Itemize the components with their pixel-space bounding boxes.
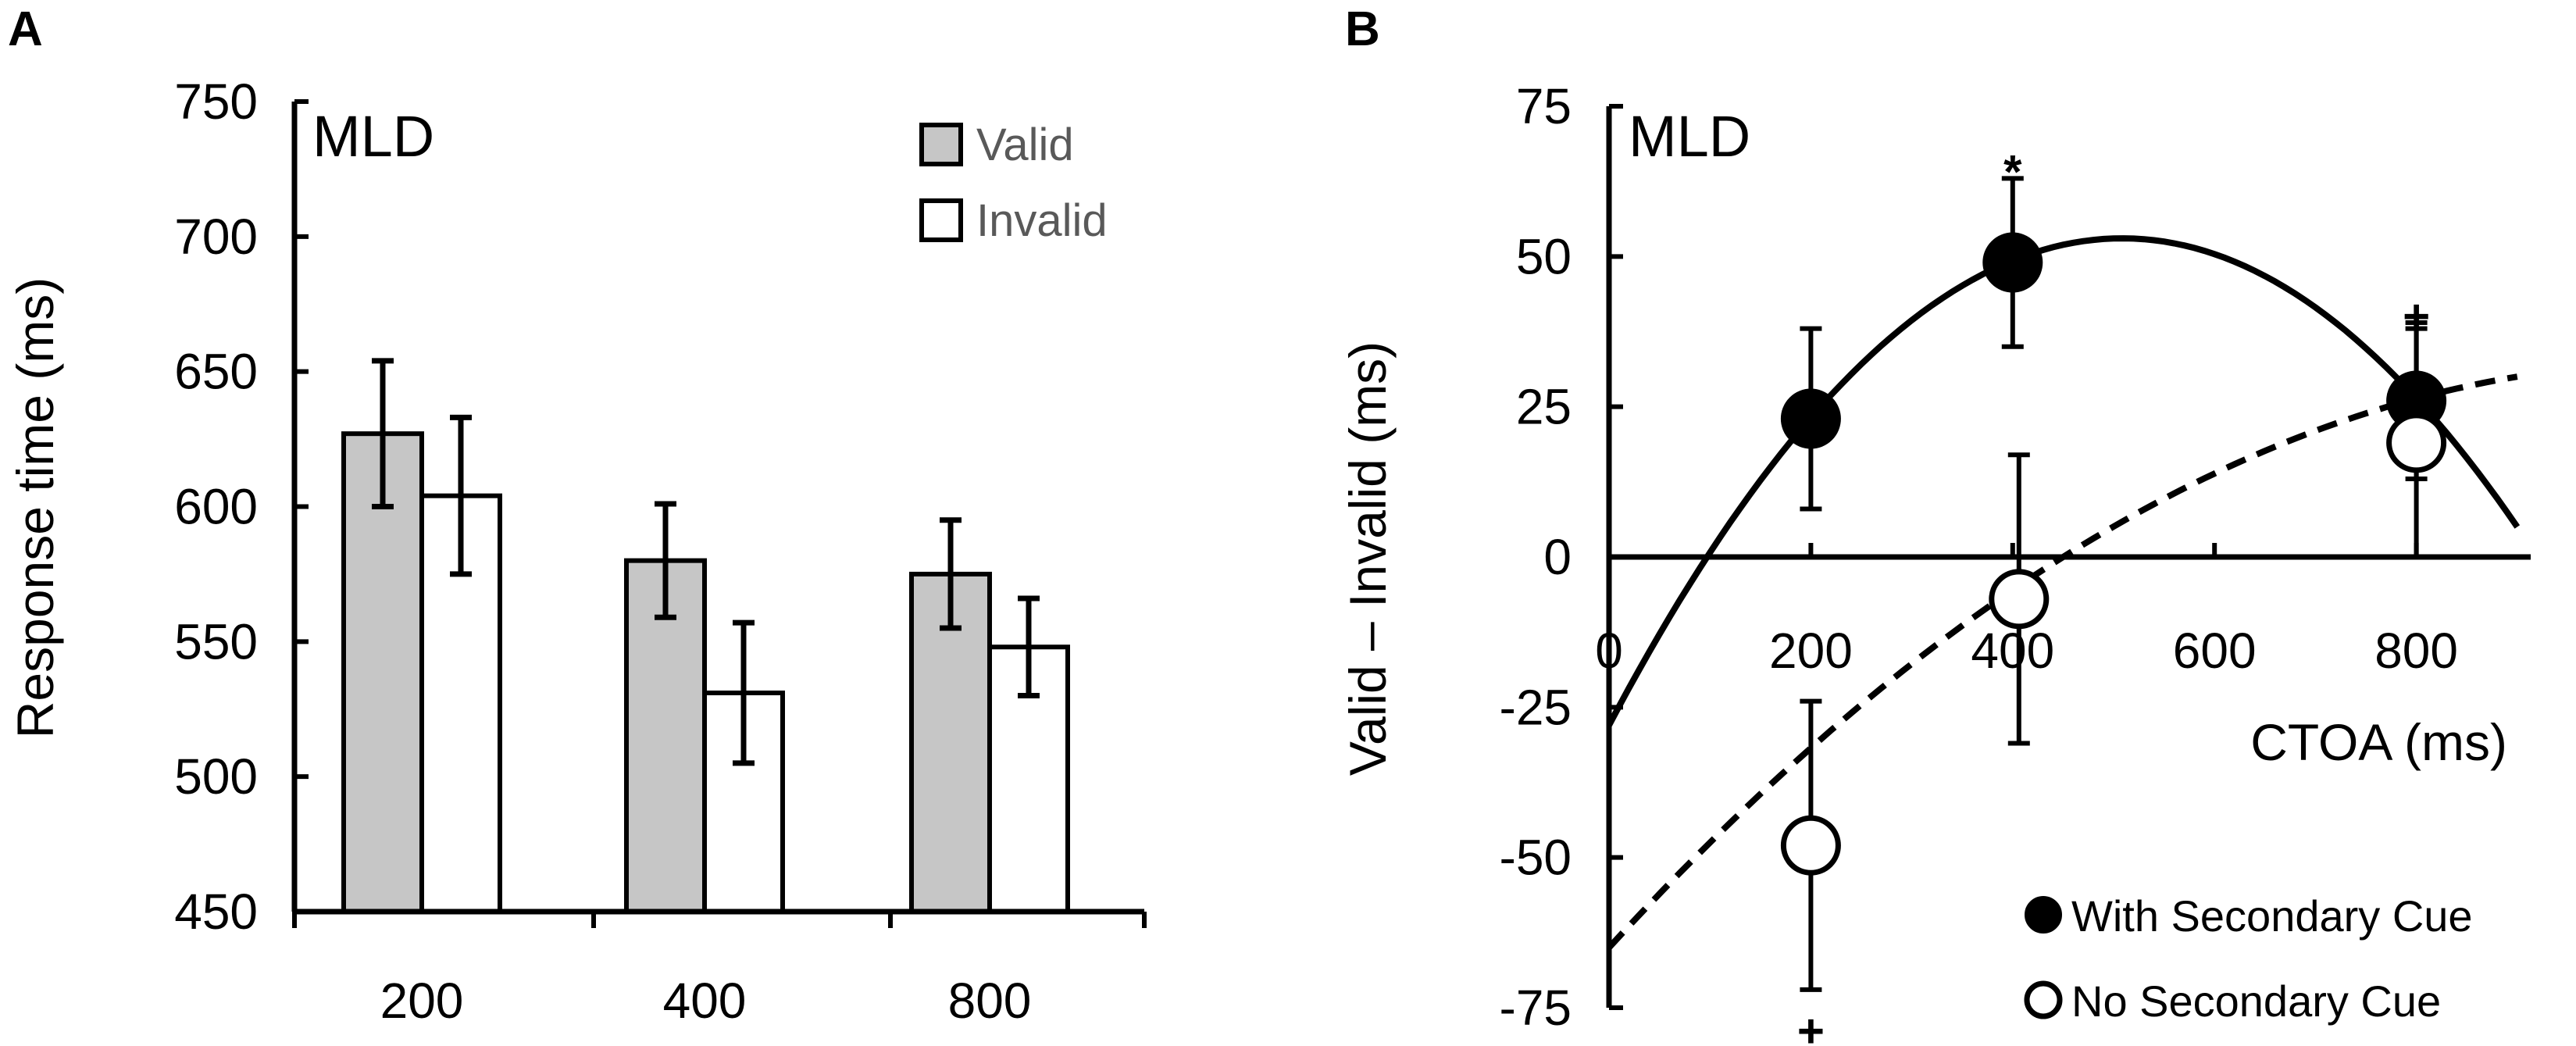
y-ticks: 75 50 25 0 -25 -50 -75 <box>1500 78 1623 1036</box>
y-tick-label: 50 <box>1516 228 1572 284</box>
point-no-cue-400 <box>1989 569 2050 630</box>
legend-swatch-invalid <box>919 198 963 242</box>
x-ticks: 0 200 400 600 800 <box>1595 543 2458 679</box>
x-ticks: 200 400 800 <box>292 912 1147 1029</box>
y-tick-label: 75 <box>1516 78 1572 134</box>
point-with-cue-400 <box>1982 232 2043 293</box>
data-points <box>1780 176 2447 992</box>
y-tick-label: 0 <box>1543 529 1572 585</box>
panel-a-corner-label: MLD <box>312 104 434 169</box>
point-with-cue-200 <box>1780 388 1841 449</box>
y-tick-label: 500 <box>174 748 258 805</box>
significance-mark: * <box>2003 146 2022 198</box>
y-ticks: 450 500 550 600 650 700 750 <box>174 73 309 940</box>
legend: With Secondary Cue No Secondary Cue <box>2024 891 2473 1026</box>
x-tick-label: 600 <box>2173 623 2257 679</box>
x-axis-title: CTOA (ms) <box>2250 713 2507 771</box>
y-axis-title: Valid – Invalid (ms) <box>1339 341 1397 776</box>
legend-swatch-valid <box>919 123 963 166</box>
panel-a-letter: A <box>8 2 43 56</box>
legend-marker-with-cue <box>2025 896 2062 934</box>
x-tick-label: 200 <box>1769 623 1853 679</box>
y-tick-label: 750 <box>174 73 258 130</box>
x-tick-label: 800 <box>2374 623 2458 679</box>
panel-a-bar-chart: A MLD 450 500 550 600 650 700 750 200 400 800 Re… <box>6 2 1147 1029</box>
y-tick-label: 450 <box>174 884 258 940</box>
y-tick-label: -25 <box>1500 679 1572 735</box>
y-tick-label: 650 <box>174 344 258 400</box>
point-no-cue-800 <box>2386 412 2447 473</box>
x-tick-label: 0 <box>1595 623 1623 679</box>
y-axis-title: Response time (ms) <box>6 277 64 739</box>
fit-curves <box>1606 235 2521 950</box>
significance-mark: + <box>1797 1005 1825 1046</box>
panel-b-letter: B <box>1345 2 1380 56</box>
legend-label-no-cue: No Secondary Cue <box>2071 976 2441 1026</box>
legend-marker-no-cue <box>2024 980 2063 1019</box>
panel-b-corner-label: MLD <box>1629 104 1750 169</box>
significance-marks: * + + <box>1797 146 2430 1046</box>
point-no-cue-200 <box>1780 815 1841 876</box>
y-tick-label: -75 <box>1500 980 1572 1036</box>
fit-curve-no-cue <box>1607 373 2518 950</box>
bar-valid-200 <box>341 431 424 914</box>
y-tick-label: 600 <box>174 479 258 535</box>
significance-mark: + <box>2403 290 2430 342</box>
x-tick-label: 200 <box>380 973 464 1029</box>
legend-label-invalid: Invalid <box>976 195 1108 246</box>
y-tick-label: 25 <box>1516 379 1572 435</box>
x-tick-label: 400 <box>1971 623 2054 679</box>
y-tick-label: 550 <box>174 613 258 669</box>
y-tick-label: 700 <box>174 209 258 265</box>
legend-label-valid: Valid <box>976 120 1074 170</box>
y-tick-label: -50 <box>1500 830 1572 886</box>
panel-b-scatter-chart: B MLD 75 50 25 0 -25 -50 -75 0 200 400 600 800 * + +… <box>1339 2 2531 1046</box>
fit-curve-with-cue <box>1606 235 2521 727</box>
x-tick-label: 800 <box>948 973 1032 1029</box>
x-tick-label: 400 <box>663 973 747 1029</box>
bars-group <box>341 358 1070 915</box>
legend: Valid Invalid <box>919 120 1108 246</box>
legend-label-with-cue: With Secondary Cue <box>2071 891 2473 941</box>
